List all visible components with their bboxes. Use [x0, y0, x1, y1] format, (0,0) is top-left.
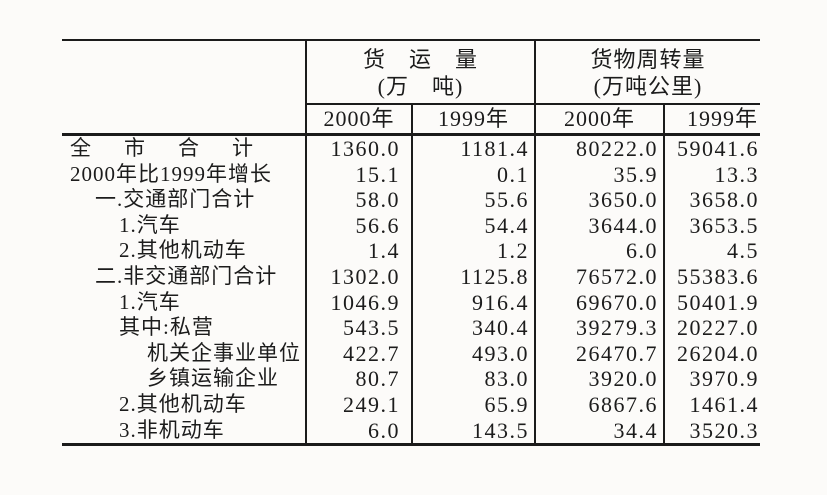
- value-cell: 4.5: [663, 238, 760, 264]
- year-header-freight-1999: 1999年: [411, 105, 534, 136]
- row-label: 2000年比1999年增长: [70, 161, 272, 186]
- value-cell: 55.6: [411, 187, 534, 213]
- row-label: 2.其他机动车: [119, 391, 247, 416]
- value-cell: 249.1: [305, 391, 411, 418]
- value-cell: 422.7: [305, 340, 411, 367]
- value-cell: 26470.7: [534, 340, 663, 367]
- value-cell: 543.5: [305, 315, 411, 341]
- group-title: 货 运 量: [362, 47, 478, 72]
- value-cell: 13.3: [663, 161, 760, 188]
- value-cell: 340.4: [411, 315, 534, 341]
- value-cell: 1181.4: [411, 136, 534, 162]
- value-cell: 58.0: [305, 187, 411, 213]
- value-cell: 59041.6: [663, 136, 760, 162]
- value-cell: 69670.0: [534, 289, 663, 316]
- value-cell: 1.4: [305, 238, 411, 264]
- value-cell: 80.7: [305, 366, 411, 392]
- row-label: 一.交通部门合计: [95, 187, 256, 212]
- row-label: 全 市 合 计: [70, 136, 259, 160]
- value-cell: 34.4: [534, 417, 663, 444]
- value-cell: 3658.0: [663, 187, 760, 213]
- group-unit: (万吨公里): [593, 74, 703, 99]
- row-label: 其中:私营: [119, 315, 214, 340]
- group-unit: (万 吨): [377, 74, 464, 99]
- row-label: 乡镇运输企业: [147, 366, 279, 391]
- value-cell: 26204.0: [663, 340, 760, 367]
- value-cell: 493.0: [411, 340, 534, 367]
- value-cell: 80222.0: [534, 136, 663, 162]
- col-group-freight-turnover: 货物周转量 (万吨公里): [534, 41, 760, 105]
- year-header-turnover-1999: 1999年: [663, 105, 760, 136]
- value-cell: 143.5: [411, 417, 534, 444]
- value-cell: 6.0: [534, 238, 663, 264]
- corner-cell: [62, 41, 305, 136]
- value-cell: 39279.3: [534, 315, 663, 341]
- value-cell: 3520.3: [663, 417, 760, 444]
- value-cell: 83.0: [411, 366, 534, 392]
- value-cell: 1302.0: [305, 263, 411, 290]
- value-cell: 20227.0: [663, 315, 760, 341]
- value-cell: 6.0: [305, 417, 411, 444]
- row-label: 1.汽车: [119, 212, 181, 237]
- value-cell: 1461.4: [663, 391, 760, 418]
- freight-statistics-table: 货 运 量 (万 吨) 货物周转量 (万吨公里) 2000年 1999年 200…: [62, 39, 760, 447]
- value-cell: 3650.0: [534, 187, 663, 213]
- row-label: 1.汽车: [119, 289, 181, 314]
- year-header-turnover-2000: 2000年: [534, 105, 663, 136]
- value-cell: 56.6: [305, 212, 411, 239]
- value-cell: 1125.8: [411, 263, 534, 290]
- group-title: 货物周转量: [590, 47, 706, 72]
- value-cell: 3920.0: [534, 366, 663, 392]
- value-cell: 0.1: [411, 161, 534, 188]
- value-cell: 916.4: [411, 289, 534, 316]
- value-cell: 55383.6: [663, 263, 760, 290]
- value-cell: 1360.0: [305, 136, 411, 162]
- value-cell: 35.9: [534, 161, 663, 188]
- value-cell: 15.1: [305, 161, 411, 188]
- value-cell: 76572.0: [534, 263, 663, 290]
- value-cell: 54.4: [411, 212, 534, 239]
- value-cell: 65.9: [411, 391, 534, 418]
- row-label: 3.非机动车: [119, 417, 225, 442]
- value-cell: 50401.9: [663, 289, 760, 316]
- col-group-freight-volume: 货 运 量 (万 吨): [305, 41, 534, 105]
- value-cell: 1046.9: [305, 289, 411, 316]
- value-cell: 3644.0: [534, 212, 663, 239]
- value-cell: 6867.6: [534, 391, 663, 418]
- row-label: 二.非交通部门合计: [95, 263, 278, 288]
- value-cell: 3970.9: [663, 366, 760, 392]
- value-cell: 3653.5: [663, 212, 760, 239]
- year-header-freight-2000: 2000年: [305, 105, 411, 136]
- row-label: 2.其他机动车: [119, 238, 247, 263]
- value-cell: 1.2: [411, 238, 534, 264]
- row-label: 机关企事业单位: [147, 340, 301, 365]
